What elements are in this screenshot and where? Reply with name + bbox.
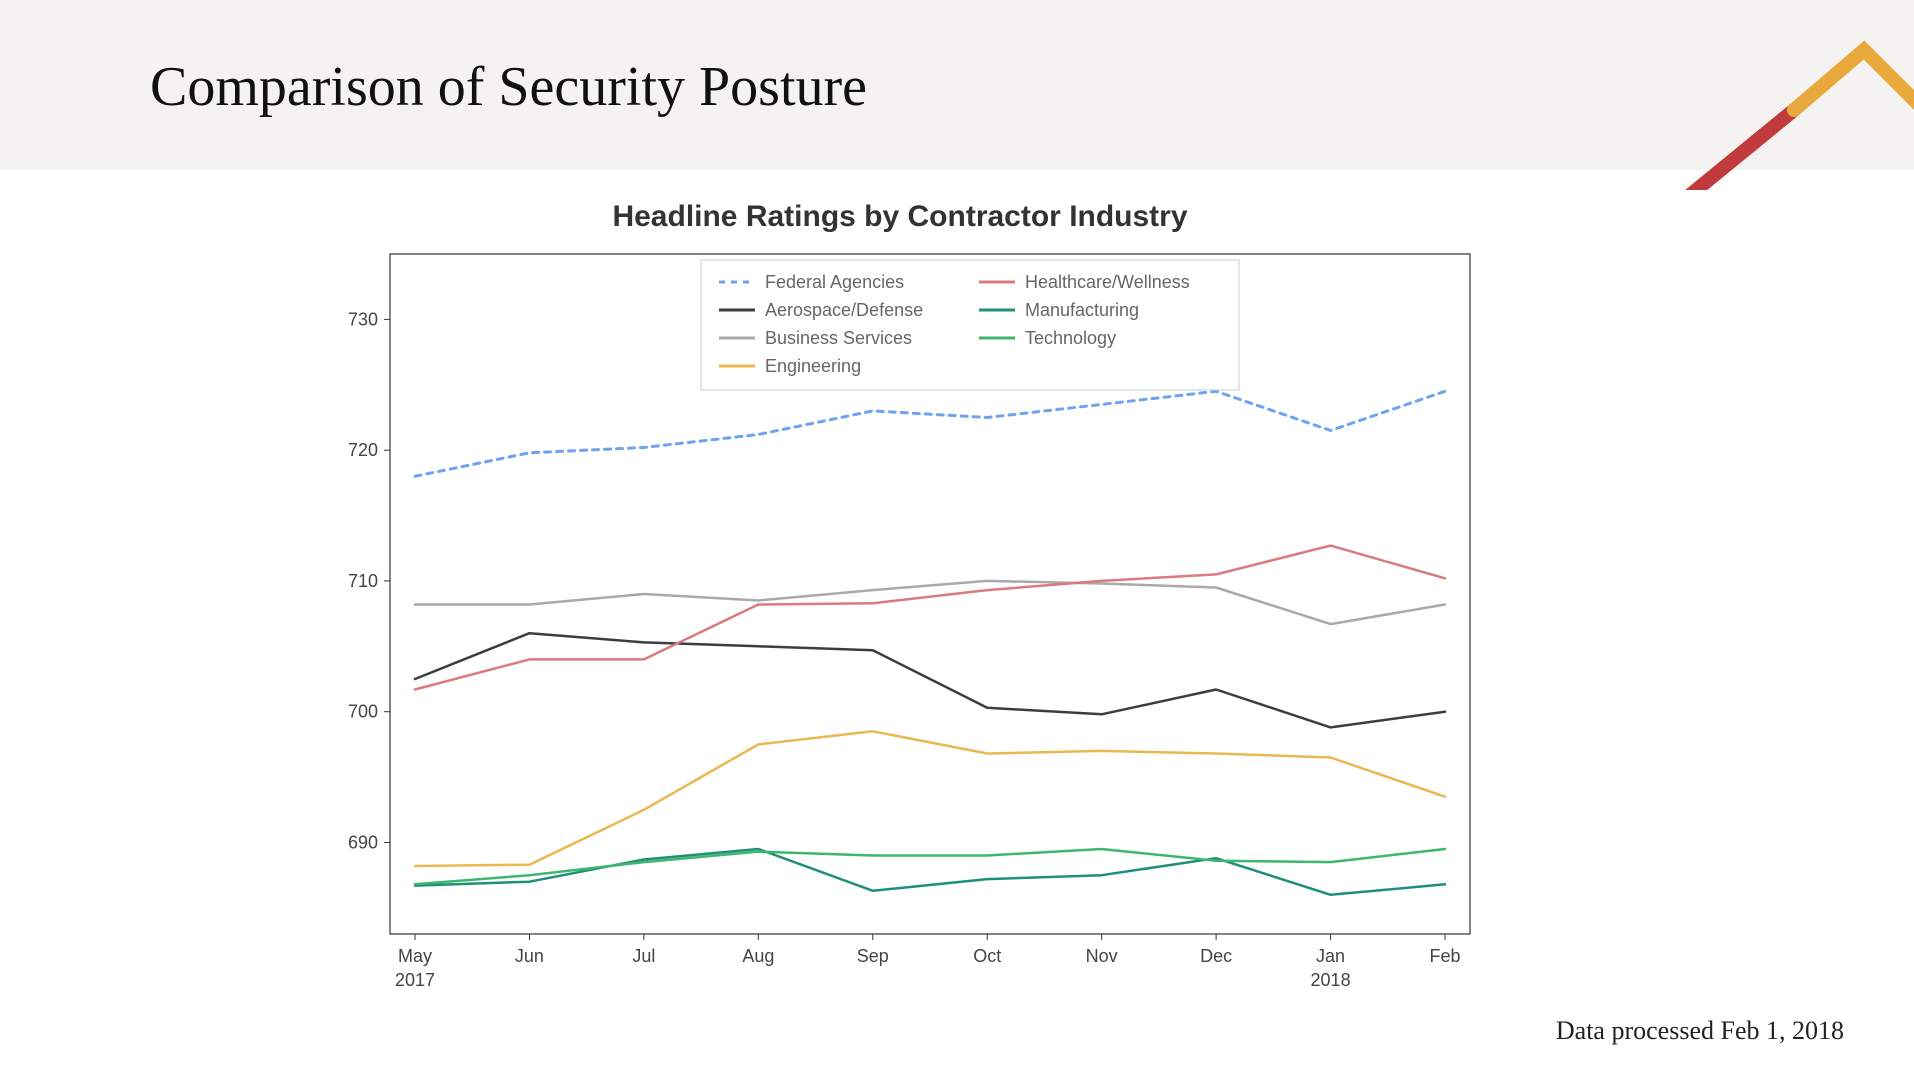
svg-text:Healthcare/Wellness: Healthcare/Wellness [1025, 272, 1190, 292]
header-band: Comparison of Security Posture [0, 0, 1914, 170]
svg-text:700: 700 [348, 702, 378, 722]
svg-text:Technology: Technology [1025, 328, 1116, 348]
svg-text:Nov: Nov [1086, 946, 1118, 966]
svg-text:2017: 2017 [395, 970, 435, 990]
svg-text:Federal Agencies: Federal Agencies [765, 272, 904, 292]
svg-text:Jul: Jul [632, 946, 655, 966]
svg-text:720: 720 [348, 440, 378, 460]
svg-text:Feb: Feb [1429, 946, 1460, 966]
corner-accent-graphic [1324, 0, 1914, 190]
footer-note: Data processed Feb 1, 2018 [1556, 1016, 1844, 1046]
svg-text:2018: 2018 [1311, 970, 1351, 990]
svg-text:Dec: Dec [1200, 946, 1232, 966]
svg-text:Jun: Jun [515, 946, 544, 966]
svg-text:Sep: Sep [857, 946, 889, 966]
svg-text:730: 730 [348, 309, 378, 329]
svg-text:Jan: Jan [1316, 946, 1345, 966]
svg-text:Manufacturing: Manufacturing [1025, 300, 1139, 320]
svg-text:690: 690 [348, 832, 378, 852]
chart-title: Headline Ratings by Contractor Industry [300, 200, 1500, 234]
line-chart: 690 700 710 720 730 May 2017 Jun Jul Aug Sep Oct Nov… [300, 244, 1500, 1014]
svg-text:May: May [398, 946, 432, 966]
svg-text:Engineering: Engineering [765, 356, 861, 376]
chart-container: Headline Ratings by Contractor Industry … [300, 200, 1500, 1020]
svg-text:Business Services: Business Services [765, 328, 912, 348]
svg-text:Oct: Oct [973, 946, 1001, 966]
svg-text:Aerospace/Defense: Aerospace/Defense [765, 300, 923, 320]
svg-text:710: 710 [348, 571, 378, 591]
svg-text:Aug: Aug [742, 946, 774, 966]
page-title: Comparison of Security Posture [150, 55, 867, 119]
